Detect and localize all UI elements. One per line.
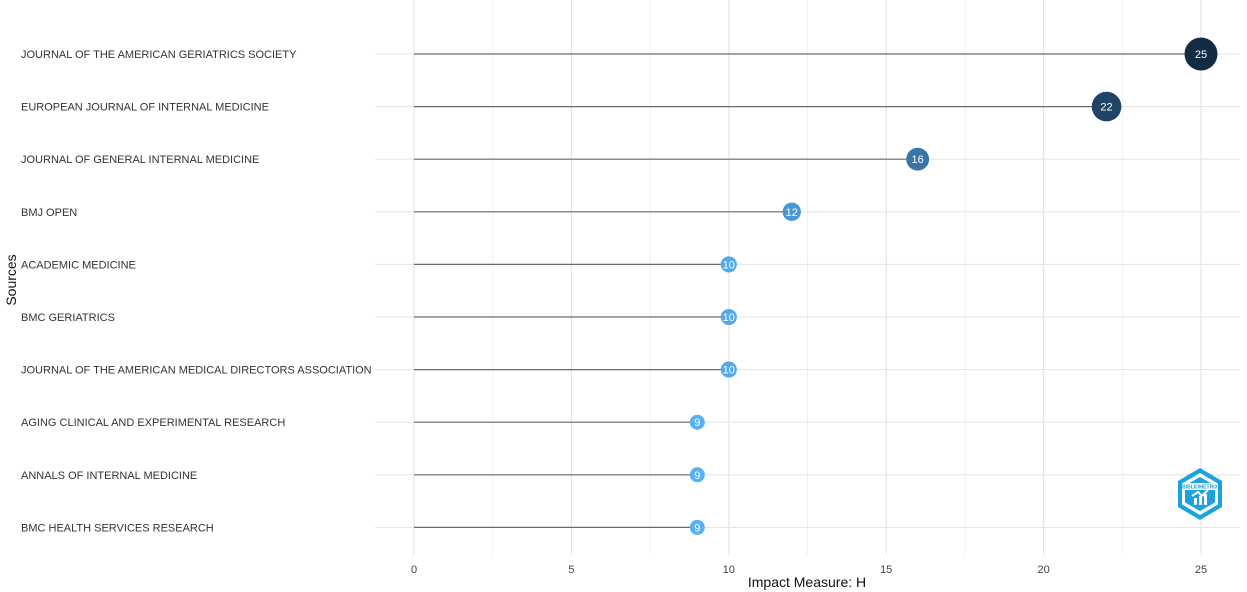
value-label: 9	[694, 522, 700, 534]
source-label: JOURNAL OF THE AMERICAN GERIATRICS SOCIE…	[21, 49, 297, 61]
value-label: 22	[1100, 102, 1112, 114]
lollipop-dot	[689, 519, 705, 535]
source-label: JOURNAL OF THE AMERICAN MEDICAL DIRECTOR…	[21, 365, 372, 377]
lollipop-dot	[689, 467, 705, 483]
lollipop-dot	[782, 202, 801, 221]
x-tick-label: 5	[568, 564, 574, 576]
lollipop-dot	[1091, 91, 1122, 122]
value-label: 12	[786, 207, 798, 219]
value-label: 16	[912, 154, 924, 166]
x-tick-label: 15	[880, 564, 892, 576]
value-label: 10	[723, 259, 735, 271]
x-axis-ticks: 0 5 10 15 20 25	[411, 564, 1207, 576]
x-tick-label: 20	[1037, 564, 1049, 576]
grid-lines	[375, 0, 1240, 555]
value-label: 9	[694, 470, 700, 482]
lollipop-dot	[720, 256, 737, 273]
value-label: 25	[1195, 49, 1207, 61]
source-label: ANNALS OF INTERNAL MEDICINE	[21, 470, 197, 482]
lollipop-dot	[720, 308, 737, 326]
source-label: BMJ OPEN	[21, 207, 77, 219]
lollipop-dot	[720, 361, 737, 378]
source-label: EUROPEAN JOURNAL OF INTERNAL MEDICINE	[21, 102, 269, 114]
source-label: JOURNAL OF GENERAL INTERNAL MEDICINE	[21, 154, 259, 166]
lollipop-stems	[414, 53, 1201, 529]
value-label: 9	[694, 417, 700, 429]
lollipop-dot	[689, 414, 705, 430]
logo-text: BIBLIOMETRIX	[1182, 485, 1218, 491]
x-tick-label: 0	[411, 564, 417, 576]
source-label: BMC HEALTH SERVICES RESEARCH	[21, 522, 214, 534]
value-label: 10	[723, 365, 735, 377]
y-axis-title: Sources	[3, 254, 19, 305]
lollipop-dot	[1184, 37, 1218, 71]
x-axis-title: Impact Measure: H	[748, 574, 866, 590]
value-label: 10	[723, 312, 735, 324]
source-labels: JOURNAL OF THE AMERICAN GERIATRICS SOCIE…	[21, 49, 372, 534]
lollipop-dots: 25 22 16 12 10 10 10 9 9 9	[689, 37, 1218, 535]
source-label: BMC GERIATRICS	[21, 312, 115, 324]
lollipop-dot	[906, 147, 930, 171]
x-tick-label: 10	[723, 564, 735, 576]
bibliometrix-logo: BIBLIOMETRIX	[1178, 468, 1222, 520]
source-label: ACADEMIC MEDICINE	[21, 259, 136, 271]
source-label: AGING CLINICAL AND EXPERIMENTAL RESEARCH	[21, 417, 285, 429]
x-tick-label: 25	[1195, 564, 1207, 576]
